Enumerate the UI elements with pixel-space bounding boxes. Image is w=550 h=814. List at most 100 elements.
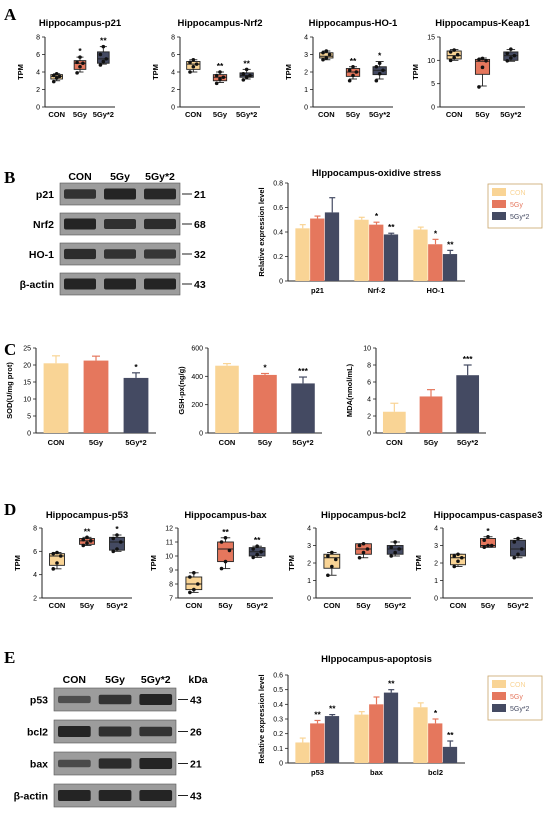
chart-c2-ytick-label: 600: [191, 346, 203, 353]
data-point: [516, 552, 520, 557]
significance-mark: **: [447, 239, 454, 249]
data-point: [489, 543, 494, 548]
chart-a4-title: Hippocampus-Keap1: [435, 18, 530, 29]
significance-mark: **: [329, 704, 336, 714]
data-point: [452, 55, 456, 60]
data-point: [374, 78, 379, 83]
chart-d2-ytick-label: 10: [165, 554, 173, 561]
chart-b: 0 0.2 0.4 0.6 0.8 Relative expression level HI…: [257, 168, 543, 295]
blot-row-label: HO-1: [29, 249, 54, 261]
bar-2: [123, 377, 149, 433]
legend-frame: [487, 675, 543, 721]
data-point: [357, 555, 362, 560]
chart-c1-ytick-label: 20: [23, 363, 31, 370]
data-point: [477, 85, 481, 89]
chart-e-ytick-label: 0.4: [273, 702, 283, 709]
lane-label: 5Gy*2: [145, 171, 175, 183]
data-point: [509, 47, 513, 51]
bar-5Gy*2: [442, 254, 458, 281]
blot-band: [144, 278, 176, 290]
blot-band: [144, 218, 176, 230]
category-label: 5Gy: [218, 601, 233, 610]
data-point: [81, 537, 86, 542]
data-point: [188, 590, 192, 595]
category-label: 5Gy: [475, 110, 490, 119]
legend-swatch: [492, 188, 506, 196]
bar-5Gy*2: [383, 692, 399, 763]
chart-e-ytick-label: 0.5: [273, 687, 283, 694]
category-label: 5Gy*2: [507, 601, 528, 610]
data-point: [512, 540, 517, 544]
data-point: [85, 535, 89, 540]
chart-c2-ylabel: GSH-px(ng/g): [177, 366, 186, 415]
significance-mark: **: [100, 36, 107, 46]
chart-b-title: HIppocampus-oxidive stress: [312, 168, 441, 179]
chart-a4-ytick-label: 0: [431, 105, 435, 112]
data-point: [218, 70, 222, 74]
data-point: [324, 49, 329, 53]
data-point: [377, 61, 382, 66]
significance-mark: *: [486, 526, 490, 536]
blot-band: [104, 219, 136, 229]
data-point: [381, 68, 385, 73]
chart-a3-ytick-label: 1: [304, 87, 308, 94]
data-point: [214, 73, 219, 78]
category-label: CON: [219, 438, 236, 447]
data-point: [330, 550, 334, 555]
data-point: [214, 81, 219, 86]
bar-CON: [295, 742, 310, 763]
chart-a3-ytick-label: 0: [304, 105, 308, 112]
data-point: [219, 540, 224, 544]
data-point: [512, 555, 517, 560]
chart-a1-ytick-label: 4: [36, 70, 40, 77]
panel-label-b: B: [4, 168, 15, 187]
data-point: [188, 60, 192, 65]
data-point: [51, 551, 56, 556]
blot-row-label: β-actin: [20, 279, 54, 291]
significance-mark: **: [84, 526, 91, 536]
legend-label: 5Gy: [510, 694, 523, 701]
data-point: [219, 566, 224, 571]
significance-mark: **: [222, 527, 229, 537]
blot-band: [139, 758, 173, 769]
chart-a3-ylabel: TPM: [284, 64, 293, 80]
data-point: [459, 555, 464, 560]
data-point: [192, 571, 196, 575]
chart-d2: 7 8 9 10 11 12 TPM Hippocampus-bax CON 5Gy ** 5Gy*2…: [149, 510, 273, 610]
data-point: [88, 539, 93, 543]
chart-a1-title: Hippocampus-p21: [39, 18, 122, 29]
category-label: CON: [48, 438, 65, 447]
blot-band: [58, 759, 91, 768]
chart-a2: 0 2 4 6 8 TPM Hippocampus-Nrf2 CON 5Gy ** 5Gy*2 **: [151, 18, 262, 119]
chart-d3-ytick-label: 0: [307, 596, 311, 603]
legend-label: 5Gy*2: [510, 214, 530, 221]
category-label: 5Gy: [424, 438, 439, 447]
bar-5Gy: [369, 704, 384, 763]
data-point: [505, 59, 510, 63]
chart-d1-ytick-label: 2: [33, 596, 37, 603]
chart-d3-ytick-label: 1: [307, 578, 311, 585]
bar-2: [456, 375, 480, 433]
category-label: CON: [386, 438, 403, 447]
data-point: [75, 71, 79, 75]
chart-a3-ytick-label: 2: [304, 70, 308, 77]
chart-d4-ytick-label: 3: [434, 543, 438, 550]
data-point: [78, 64, 82, 69]
data-point: [55, 561, 59, 565]
chart-a1-ytick-label: 6: [36, 52, 40, 59]
category-label: CON: [48, 110, 65, 119]
data-point: [397, 547, 401, 551]
data-point: [51, 567, 56, 571]
data-point: [54, 76, 59, 80]
chart-b-ytick-label: 0: [279, 279, 283, 286]
kda-value: 43: [194, 279, 206, 291]
chart-a2-ytick-label: 0: [171, 105, 175, 112]
chart-d3-title: Hippocampus-bcl2: [321, 510, 406, 521]
data-point: [51, 73, 56, 78]
chart-a1-ylabel: TPM: [16, 64, 25, 80]
category-label: 5Gy: [481, 601, 496, 610]
chart-c3-ytick-label: 8: [367, 363, 371, 370]
data-point: [361, 550, 366, 555]
data-point: [75, 60, 79, 65]
